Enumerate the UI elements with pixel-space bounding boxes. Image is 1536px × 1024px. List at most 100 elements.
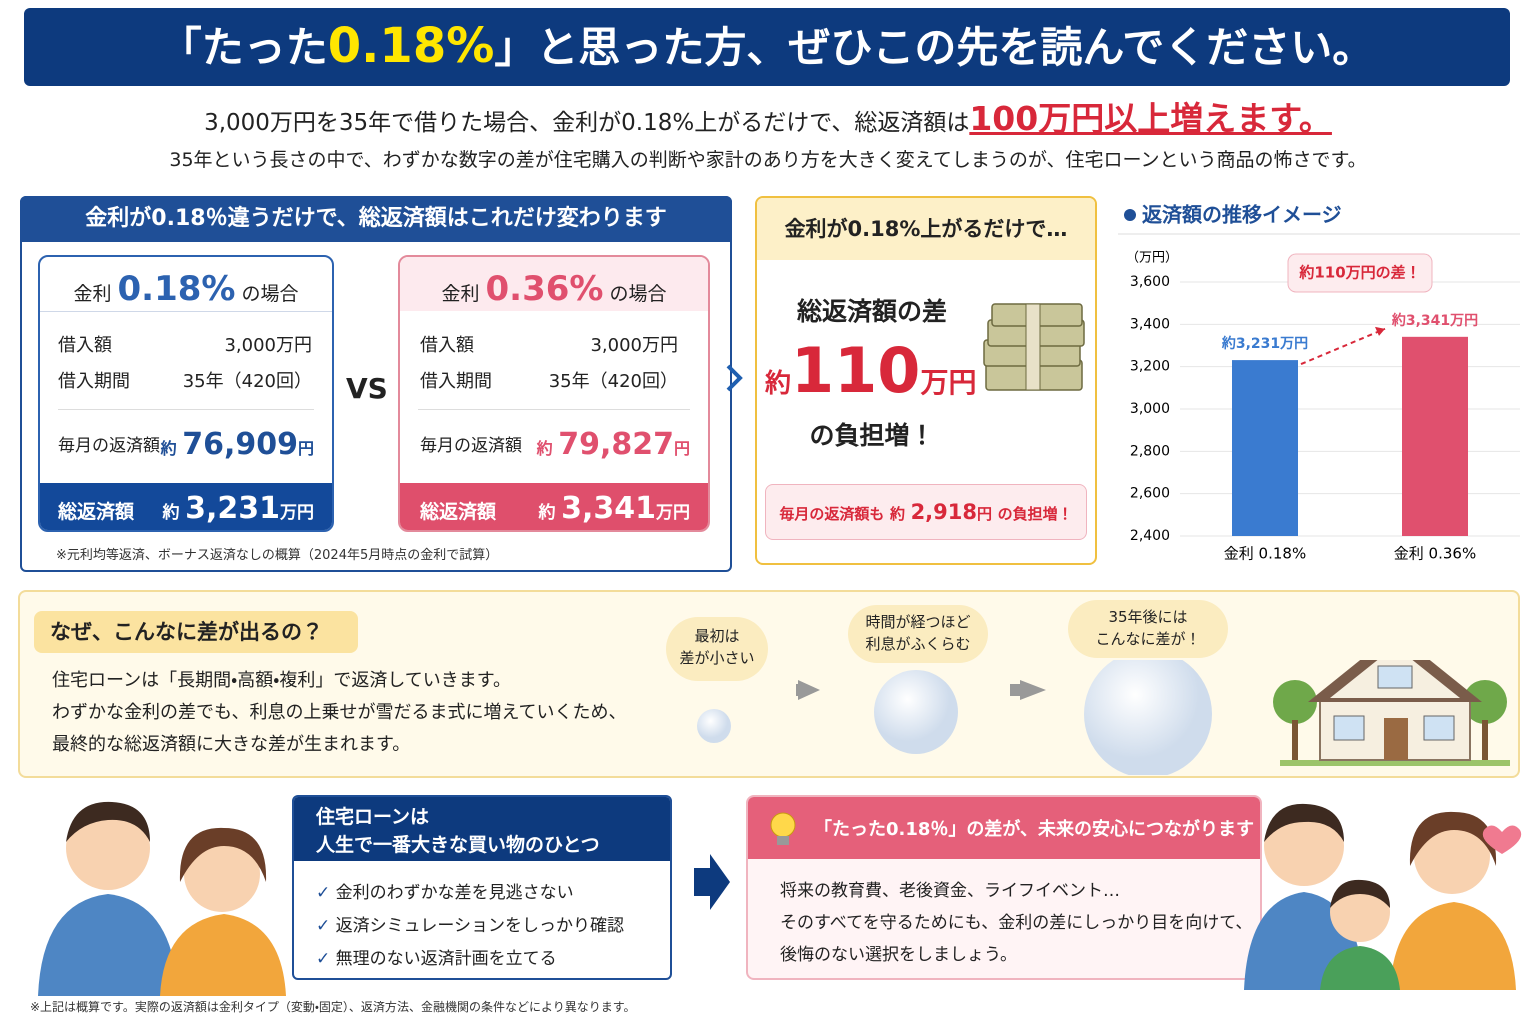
decoration — [1463, 680, 1507, 724]
decoration — [38, 894, 178, 996]
decoration — [66, 801, 150, 842]
decoration — [777, 836, 789, 845]
decoration: ✓ 金利のわずかな差を見逃さない — [316, 877, 624, 910]
text: 金利のわずかな差を見逃さない — [335, 883, 574, 903]
text: 毎月の返済額 — [420, 436, 522, 456]
decoration — [1482, 720, 1488, 760]
decoration — [1025, 303, 1041, 391]
decoration — [748, 797, 1260, 859]
decoration — [1292, 720, 1298, 760]
arrow-head — [1375, 326, 1385, 336]
text: の場合 — [241, 283, 299, 305]
text: 金利 — [73, 283, 112, 305]
decoration — [179, 827, 267, 882]
text: 金利が0.18%上がるだけで… — [757, 198, 1095, 260]
text: 利息がふくらむ — [865, 635, 971, 653]
decoration — [40, 483, 332, 530]
text: 万円 — [920, 366, 977, 399]
decoration — [694, 854, 730, 910]
decoration — [66, 806, 150, 890]
decoration — [1320, 946, 1400, 990]
decoration — [1264, 803, 1344, 842]
decoration — [983, 303, 1085, 391]
title-part: 「たった — [159, 23, 328, 72]
text: 返済シミュレーションをしっかり確認 — [335, 916, 624, 936]
snowball-illustration — [697, 660, 1510, 775]
text: 万円 — [656, 503, 690, 523]
decoration: ✓ 金利のわずかな差を見逃さない ✓ 返済シミュレーションをしっかり確認 ✓ 無… — [316, 877, 624, 976]
text: 差が小さい — [679, 649, 755, 667]
decoration: 約 79,827円 — [537, 427, 690, 462]
text: 借入額 — [58, 335, 112, 356]
decoration — [1273, 680, 1317, 724]
impact-panel: 金利が0.18%上がるだけで… 総返済額の差 約110万円 の負担増！ 毎月の返… — [755, 196, 1097, 565]
decoration — [770, 812, 796, 845]
text: の負担増！ — [997, 505, 1073, 523]
annotation: 約110万円の差！ — [1298, 264, 1420, 282]
decoration — [726, 364, 743, 392]
chevron — [726, 364, 743, 392]
text: 0.36% — [485, 269, 604, 309]
bubble: 時間が経つほど 利息がふくらむ — [848, 605, 988, 663]
future-panel: 「たった0.18％」の差が、未来の安心につながります 将来の教育費、老後資金、ラ… — [746, 795, 1262, 980]
text: 毎月の返済額も — [779, 505, 885, 523]
arrow — [694, 854, 730, 910]
text: 無理のない返済計画を立てる — [335, 949, 557, 969]
text: 住宅ローンは「長期間・高額・複利」で返済していきます。 — [52, 670, 511, 691]
intro-highlight: 100万円以上増えます。 — [969, 99, 1332, 138]
y-tick-label: 2,600 — [1130, 486, 1170, 502]
decoration: 毎月の返済額も 約 2,918円 の負担増！ — [765, 484, 1087, 540]
decoration — [697, 709, 731, 743]
text: 住宅ローンは — [316, 806, 430, 828]
text: 後悔のない選択をしましょう。 — [780, 945, 1017, 965]
comparison-title: 金利が0.18％違うだけで、総返済額はこれだけ変わります — [20, 196, 732, 242]
money-icon — [983, 303, 1085, 391]
decoration: 約110万円 — [765, 334, 976, 407]
text: 円 — [977, 505, 993, 523]
decoration — [1409, 811, 1497, 866]
decoration — [1482, 825, 1522, 854]
bubble: 最初は 差が小さい — [666, 617, 768, 681]
text: 将来の教育費、老後資金、ライフイベント… — [780, 881, 1120, 901]
text: わずかな金利の差でも、利息の上乗せが雪だるま式に増えていくため、 — [52, 702, 627, 723]
y-unit: （万円） — [1126, 251, 1178, 266]
header-title: 「たった0.18%」と思った方、ぜひこの先を読んでください。 — [24, 16, 1510, 78]
text: 3,341 — [561, 491, 656, 526]
text: 借入期間 — [58, 371, 130, 392]
title-part: 」と思った方、ぜひこの先を読んでください。 — [494, 23, 1375, 72]
decoration: ✓ — [316, 916, 331, 936]
text: 76,909 — [182, 427, 298, 462]
text: 人生で一番大きな買い物のひとつ — [316, 834, 600, 856]
bar-chart: 返済額の推移イメージ （万円） 2,400 2,600 2,800 3,000 3,20… — [1118, 203, 1520, 563]
consult-panel: 住宅ローンは人生で一番大きな買い物のひとつ ✓ 金利のわずかな差を見逃さない ✓… — [292, 795, 672, 980]
family-illustration — [1244, 803, 1522, 990]
text: 最初は — [694, 627, 740, 645]
decoration: 約 3,231万円 — [163, 491, 314, 526]
text: そのすべてを守るためにも、金利の差にしっかり目を向けて、 — [780, 913, 1253, 933]
decoration — [1414, 818, 1490, 894]
vs-label: VS — [346, 372, 388, 405]
chart-title: 返済額の推移イメージ — [1142, 203, 1342, 227]
text: 35年（420回） — [182, 371, 312, 392]
decoration — [418, 409, 690, 410]
text: 毎月の返済額 — [58, 436, 160, 456]
text: 総返済額 — [58, 501, 135, 523]
text: 約 — [160, 439, 177, 458]
text: 3,000万円 — [590, 335, 678, 356]
decoration — [160, 914, 286, 996]
case-card: 金利 0.36% の場合 借入額 3,000万円 借入期間 35年（420回） … — [398, 255, 710, 532]
decoration — [1124, 209, 1136, 221]
decoration — [1020, 680, 1046, 700]
decoration — [1377, 665, 1413, 689]
decoration — [770, 812, 796, 838]
text: 約 — [162, 503, 180, 523]
text: の場合 — [609, 283, 667, 305]
y-tick-label: 2,800 — [1130, 443, 1170, 459]
text: こんなに差が！ — [1095, 630, 1201, 648]
decoration — [1330, 882, 1390, 942]
decoration — [184, 836, 260, 912]
text: 約 — [765, 369, 792, 399]
decoration — [1330, 879, 1390, 908]
comparison-note: ※元利均等返済、ボーナス返済なしの概算（2024年5月時点の金利で試算） — [56, 548, 499, 563]
